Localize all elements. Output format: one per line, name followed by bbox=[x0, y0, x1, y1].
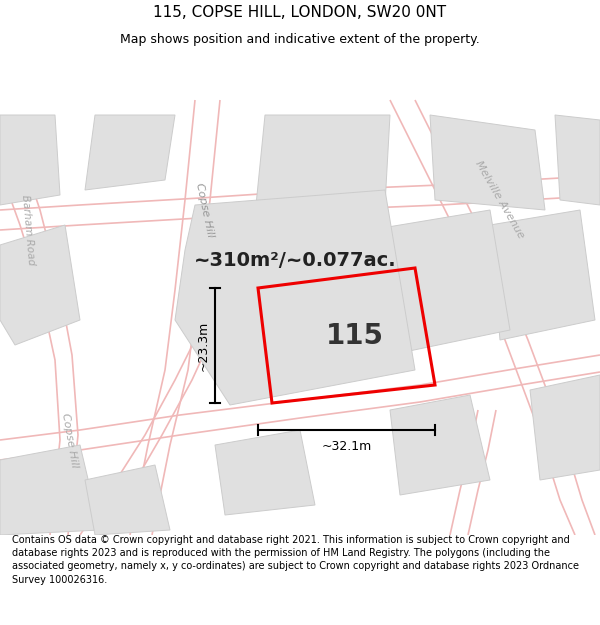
Text: Barham Road: Barham Road bbox=[20, 194, 36, 266]
Text: Copse Hill: Copse Hill bbox=[194, 182, 215, 238]
Polygon shape bbox=[85, 465, 170, 535]
Polygon shape bbox=[255, 115, 390, 215]
Polygon shape bbox=[390, 395, 490, 495]
Polygon shape bbox=[215, 430, 315, 515]
Polygon shape bbox=[175, 190, 415, 405]
Text: 115: 115 bbox=[326, 322, 384, 350]
Polygon shape bbox=[370, 210, 510, 355]
Text: ~310m²/~0.077ac.: ~310m²/~0.077ac. bbox=[194, 251, 397, 269]
Text: ~23.3m: ~23.3m bbox=[197, 321, 209, 371]
Text: ~32.1m: ~32.1m bbox=[322, 439, 371, 452]
Text: Copse Hill: Copse Hill bbox=[60, 412, 80, 468]
Polygon shape bbox=[430, 115, 545, 210]
Polygon shape bbox=[490, 210, 595, 340]
Text: Melville Avenue: Melville Avenue bbox=[473, 159, 526, 241]
Text: Map shows position and indicative extent of the property.: Map shows position and indicative extent… bbox=[120, 34, 480, 46]
Polygon shape bbox=[530, 375, 600, 480]
Text: Contains OS data © Crown copyright and database right 2021. This information is : Contains OS data © Crown copyright and d… bbox=[12, 535, 579, 584]
Polygon shape bbox=[0, 115, 60, 205]
Polygon shape bbox=[0, 445, 100, 535]
Polygon shape bbox=[555, 115, 600, 205]
Polygon shape bbox=[85, 115, 175, 190]
Polygon shape bbox=[0, 225, 80, 345]
Text: 115, COPSE HILL, LONDON, SW20 0NT: 115, COPSE HILL, LONDON, SW20 0NT bbox=[154, 5, 446, 20]
